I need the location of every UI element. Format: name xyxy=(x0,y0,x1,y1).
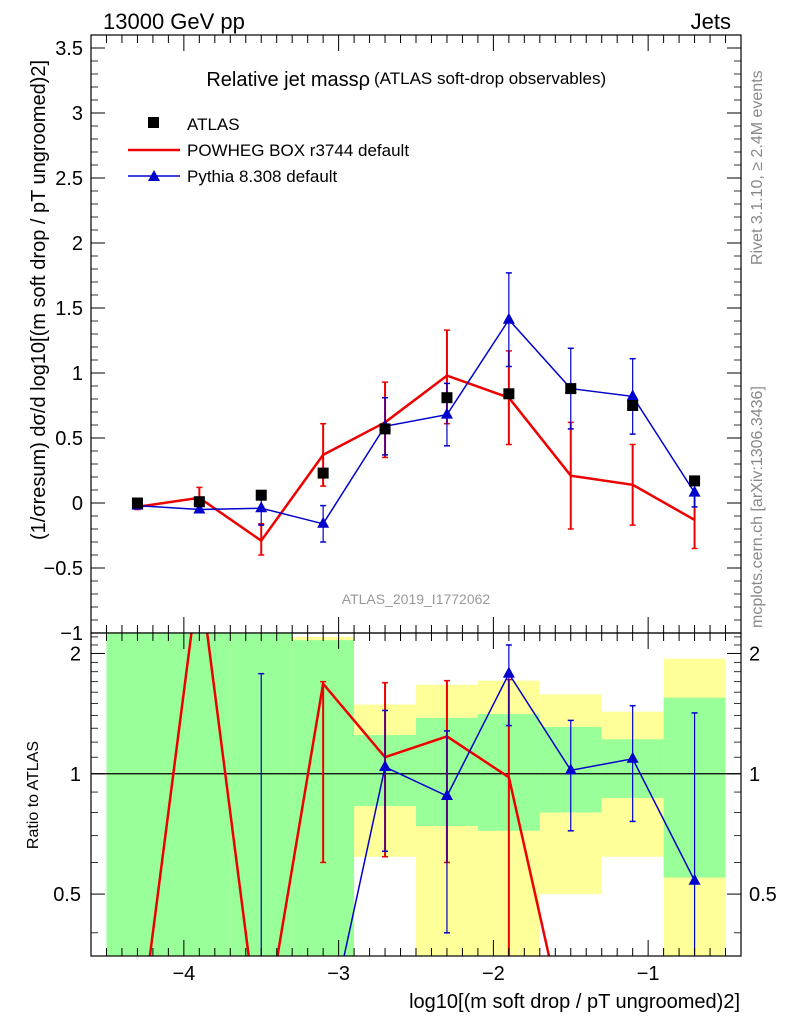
mcplots-reference-label: mcplots.cern.ch [arXiv:1306.3436] xyxy=(749,386,766,628)
pythia-data-point xyxy=(193,502,206,514)
main-panel: 3.5 3 2.5 2 1.5 1 0.5 0 −0.5 −1 Relative jet mass… xyxy=(28,34,742,645)
ratio-panel: −4 −3 −2 −1 2 2 1 1 0.5 0.5 Ratio to ATLAS log10[… xyxy=(25,632,777,1013)
pythia-ratio-point xyxy=(502,666,515,678)
atlas-data-point xyxy=(379,423,391,435)
main-y-axis-label: (1/σresum) dσ/d log10[(m soft drop / pT … xyxy=(28,60,50,540)
main-y-tick-label: 2 xyxy=(72,233,83,255)
atlas-data-point xyxy=(317,467,329,479)
pythia-data-point xyxy=(688,485,701,497)
main-y-tick-label: 1.5 xyxy=(55,298,83,320)
legend-label-atlas: ATLAS xyxy=(187,115,240,134)
pythia-ratio-point xyxy=(688,873,701,885)
main-y-tick-label: 3 xyxy=(72,103,83,125)
ratio-y-tick-label: 2 xyxy=(70,643,81,665)
atlas-data-point xyxy=(131,497,143,509)
main-subtitle: (ATLAS soft-drop observables) xyxy=(374,69,606,88)
x-tick-label: −1 xyxy=(637,963,660,985)
pythia-ratio-point xyxy=(564,763,577,775)
main-y-tick-label: 0.5 xyxy=(55,428,83,450)
pythia-ratio-point xyxy=(626,751,639,763)
main-y-tick-label: 1 xyxy=(72,363,83,385)
x-tick-label: −4 xyxy=(172,963,195,985)
header-beam-label: 13000 GeV pp xyxy=(103,9,245,34)
ratio-y-tick-label-right: 1 xyxy=(749,764,760,786)
ratio-y-tick-label: 0.5 xyxy=(53,884,81,906)
pythia-ratio-point xyxy=(379,759,392,771)
pythia-ratio-point xyxy=(440,788,453,800)
pythia-data-point xyxy=(440,407,453,419)
pythia-data-point xyxy=(502,312,515,324)
ratio-y-tick-label-right: 0.5 xyxy=(749,884,777,906)
atlas-data-point xyxy=(627,400,639,411)
pythia-data-point xyxy=(317,516,330,528)
atlas-data-point xyxy=(193,496,205,508)
x-axis-label: log10[(m soft drop / pT ungroomed)2] xyxy=(409,991,740,1013)
header-process-label: Jets xyxy=(691,9,731,34)
main-title: Relative jet massρ xyxy=(206,69,370,91)
legend-label-powheg: POWHEG BOX r3744 default xyxy=(187,141,409,160)
x-tick-label: −3 xyxy=(327,963,350,985)
atlas-data-point xyxy=(255,489,267,501)
main-y-tick-label: 2.5 xyxy=(55,168,83,190)
main-y-tick-label: −1 xyxy=(60,623,83,645)
main-y-tick-label: 0 xyxy=(72,493,83,515)
ratio-y-tick-label-right: 2 xyxy=(749,643,760,665)
pythia-ratio-line xyxy=(343,672,696,956)
ratio-y-axis-label: Ratio to ATLAS xyxy=(25,741,42,849)
atlas-data-point xyxy=(503,388,515,400)
powheg-ratio-line xyxy=(148,633,551,956)
atlas-data-point xyxy=(689,475,701,487)
atlas-data-point xyxy=(441,392,453,404)
atlas-data-point xyxy=(565,383,577,395)
pythia-line xyxy=(137,318,696,525)
rivet-version-label: Rivet 3.1.10, ≥ 2.4M events xyxy=(749,70,766,265)
legend-label-pythia: Pythia 8.308 default xyxy=(187,167,338,186)
pythia-data-point xyxy=(255,501,268,513)
legend: ATLAS POWHEG BOX r3744 default Pythia 8.… xyxy=(128,115,409,186)
ratio-band-green xyxy=(106,633,231,956)
legend-marker-atlas xyxy=(148,117,159,128)
main-y-tick-label: −0.5 xyxy=(44,558,83,580)
main-y-tick-label: 3.5 xyxy=(55,38,83,60)
powheg-line xyxy=(137,374,696,543)
ratio-y-tick-label: 1 xyxy=(70,764,81,786)
legend-marker-pythia xyxy=(148,170,160,181)
pythia-data-point xyxy=(626,389,639,401)
analysis-watermark: ATLAS_2019_I1772062 xyxy=(342,591,491,607)
x-tick-label: −2 xyxy=(482,963,505,985)
